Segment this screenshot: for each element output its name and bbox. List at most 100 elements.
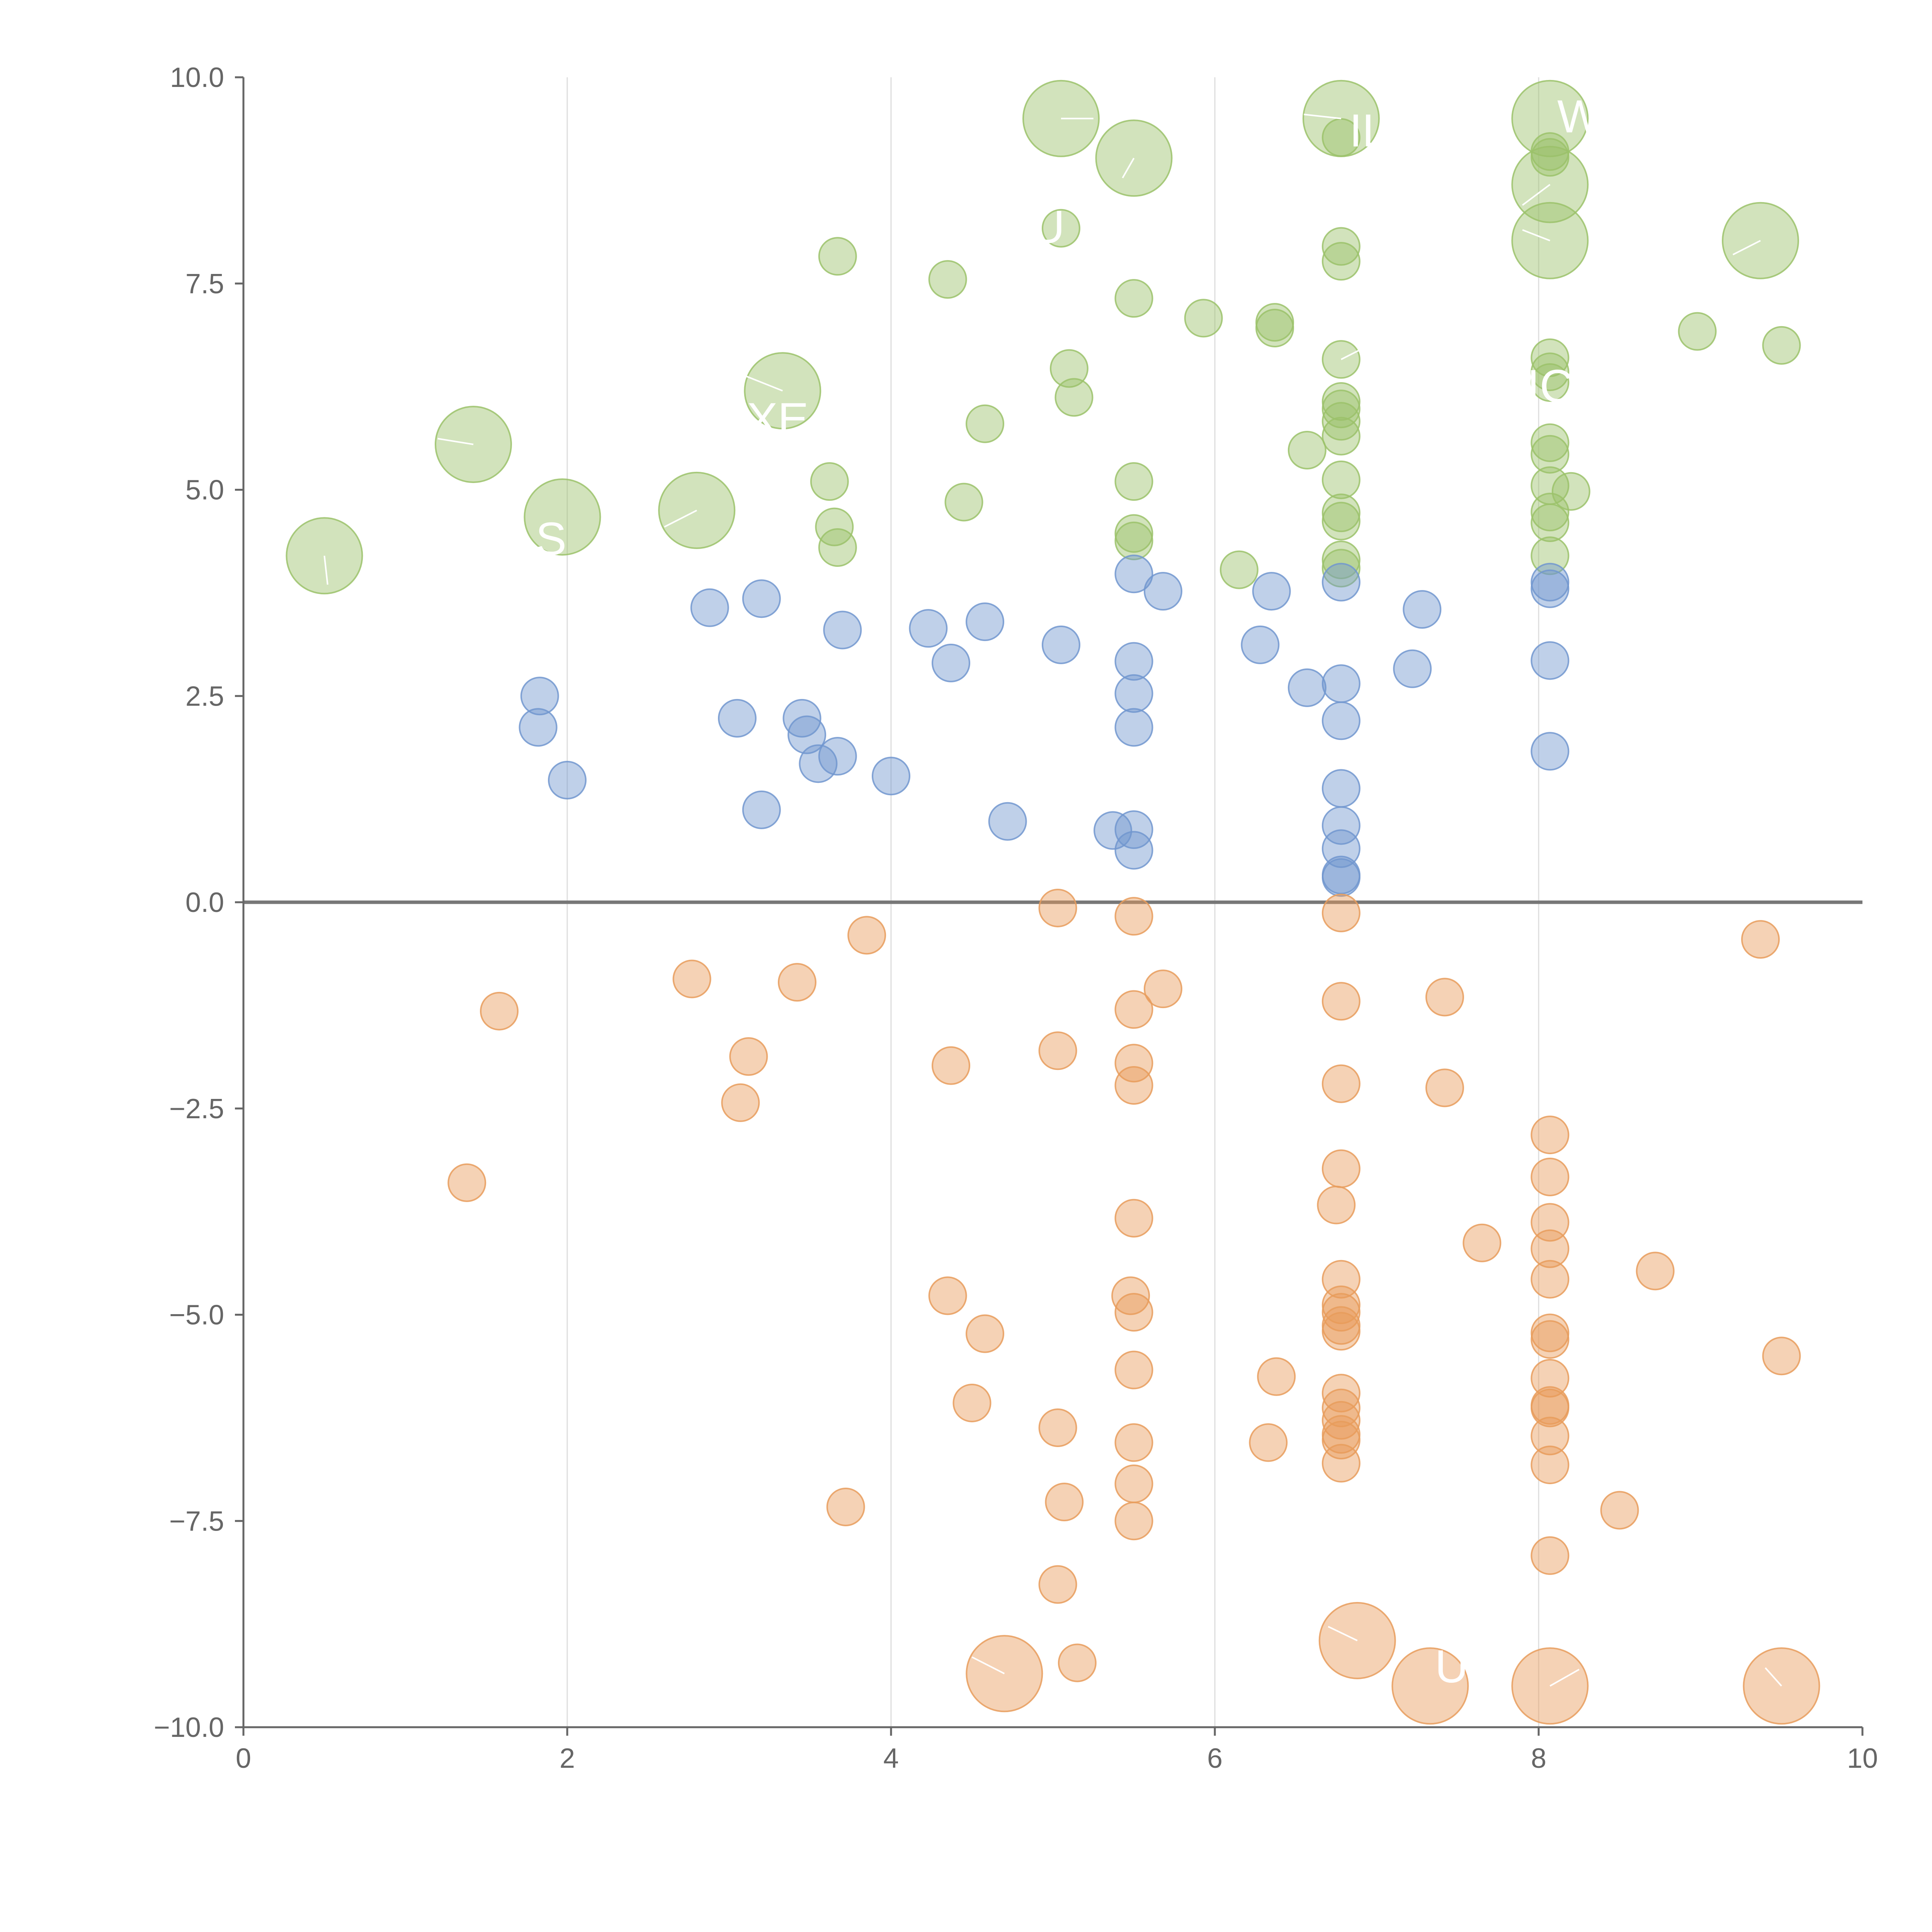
orange-bubble bbox=[1600, 1491, 1639, 1530]
blue-bubble bbox=[818, 737, 857, 776]
orange-bubble bbox=[1463, 1223, 1502, 1262]
blue-bubble bbox=[1114, 810, 1153, 849]
green-bubble bbox=[1054, 378, 1094, 417]
orange-bubble bbox=[1114, 1350, 1153, 1389]
leader-line bbox=[1340, 345, 1369, 360]
blue-bubble bbox=[909, 609, 948, 648]
orange-bubble bbox=[1114, 1066, 1153, 1105]
green-bubble bbox=[1531, 423, 1570, 462]
blue-bubble bbox=[966, 602, 1005, 641]
green-bubble bbox=[1321, 540, 1361, 579]
orange-bubble bbox=[1425, 1068, 1464, 1107]
orange-bubble bbox=[1114, 1502, 1153, 1541]
orange-bubble bbox=[1531, 1359, 1570, 1398]
blue-bubble bbox=[988, 802, 1027, 841]
orange-bubble bbox=[1038, 1408, 1077, 1447]
green-bubble bbox=[1184, 299, 1223, 338]
green-bubble bbox=[1255, 309, 1294, 348]
orange-bubble bbox=[1038, 1565, 1077, 1604]
green-bubble bbox=[1321, 502, 1361, 541]
orange-bubble bbox=[1249, 1423, 1288, 1462]
orange-bubble bbox=[1111, 1276, 1150, 1315]
green-bubble bbox=[1321, 227, 1361, 266]
orange-bubble bbox=[928, 1276, 967, 1315]
blue-bubble bbox=[1114, 554, 1153, 594]
green-bubble bbox=[1114, 462, 1153, 501]
green-bubble bbox=[1219, 550, 1259, 589]
orange-bubble bbox=[1321, 1421, 1361, 1460]
x-tick-label: 4 bbox=[883, 1743, 899, 1774]
x-tick-label: 8 bbox=[1531, 1743, 1546, 1774]
blue-bubble bbox=[1252, 572, 1291, 611]
bubble-points bbox=[286, 80, 1820, 1725]
y-tick-label: −7.5 bbox=[169, 1506, 224, 1537]
green-bubble bbox=[1114, 279, 1153, 318]
green-bubble bbox=[1321, 389, 1361, 429]
orange-bubble bbox=[1045, 1483, 1084, 1522]
x-tick-label: 0 bbox=[236, 1743, 251, 1774]
orange-bubble bbox=[1531, 1417, 1570, 1456]
blue-bubble bbox=[742, 790, 781, 829]
blue-bubble bbox=[1114, 674, 1153, 713]
leader-line bbox=[437, 438, 474, 446]
orange-bubble bbox=[1321, 1064, 1361, 1103]
green-bubble bbox=[1321, 118, 1361, 157]
bubble-label: UF bbox=[1435, 1641, 1497, 1692]
blue-bubble bbox=[548, 761, 587, 800]
green-bubble bbox=[815, 507, 854, 546]
orange-bubble bbox=[1531, 1388, 1570, 1427]
blue-bubble bbox=[1393, 649, 1432, 688]
green-bubble bbox=[818, 528, 857, 567]
green-bubble bbox=[1255, 303, 1294, 342]
y-tick-label: 7.5 bbox=[185, 269, 224, 299]
green-bubble bbox=[1511, 80, 1589, 157]
leader-line bbox=[745, 375, 783, 392]
leader-line bbox=[323, 556, 328, 585]
orange-bubble bbox=[447, 1163, 486, 1202]
orange-bubble bbox=[826, 1487, 865, 1526]
leader-line bbox=[1304, 114, 1342, 119]
orange-bubble bbox=[952, 1383, 992, 1422]
orange-bubble bbox=[1741, 920, 1780, 959]
orange-bubble bbox=[932, 1046, 971, 1085]
blue-bubble bbox=[1114, 708, 1153, 747]
blue-bubble bbox=[1041, 625, 1080, 664]
green-bubble bbox=[1531, 352, 1570, 391]
y-tick-label: 2.5 bbox=[185, 681, 224, 712]
bubble-label: W bbox=[1557, 90, 1601, 142]
y-tick-label: 5.0 bbox=[185, 475, 224, 506]
leader-line bbox=[1549, 1668, 1580, 1687]
orange-bubble bbox=[1114, 1423, 1153, 1462]
bubble-labels: S XE U IL W IC UF bbox=[536, 90, 1601, 1692]
green-bubble bbox=[1531, 132, 1570, 171]
orange-bubble bbox=[777, 963, 816, 1002]
green-bubble bbox=[1114, 521, 1153, 560]
green-bubble bbox=[1321, 460, 1361, 499]
green-bubble bbox=[1321, 417, 1361, 456]
orange-bubble bbox=[1321, 1388, 1361, 1427]
orange-bubble bbox=[1321, 1149, 1361, 1188]
orange-bubble bbox=[1321, 982, 1361, 1021]
blue-bubble bbox=[718, 699, 757, 738]
leader-line bbox=[1522, 229, 1551, 242]
y-tick-label: 0.0 bbox=[185, 887, 224, 918]
blue-bubble bbox=[1531, 732, 1570, 771]
orange-bubble bbox=[847, 916, 886, 955]
orange-bubble bbox=[1531, 1157, 1570, 1196]
orange-bubble bbox=[1321, 1401, 1361, 1440]
blue-bubble bbox=[872, 757, 910, 796]
blue-bubble bbox=[1114, 642, 1153, 681]
y-tick-label: −10.0 bbox=[154, 1712, 224, 1743]
orange-bubble bbox=[1531, 1229, 1570, 1268]
green-bubble bbox=[1678, 312, 1717, 351]
orange-bubble bbox=[1321, 893, 1361, 932]
orange-bubble bbox=[966, 1314, 1005, 1353]
orange-bubble bbox=[1038, 1031, 1077, 1070]
blue-bubble bbox=[782, 699, 821, 738]
blue-bubble bbox=[1321, 701, 1361, 740]
blue-bubble bbox=[1321, 769, 1361, 808]
orange-bubble bbox=[1321, 1374, 1361, 1413]
green-bubble bbox=[1049, 349, 1088, 388]
green-bubble bbox=[1762, 326, 1801, 365]
